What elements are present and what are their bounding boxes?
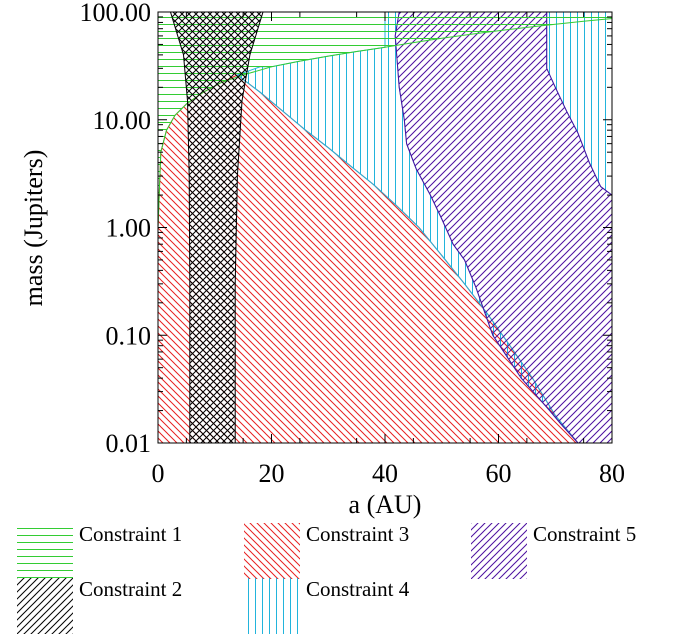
x-tick-label: 40 [372, 459, 398, 488]
y-tick-label: 1.00 [106, 214, 152, 243]
chart-regions [157, 11, 613, 444]
legend-item-constraint-4: Constraint 4 [244, 577, 410, 634]
y-tick-label: 0.01 [106, 429, 152, 458]
legend-swatch [17, 578, 73, 634]
x-tick-label: 80 [599, 459, 625, 488]
legend: Constraint 1 Constraint 3 Constraint 5 Cons… [17, 522, 636, 634]
legend-label: Constraint 1 [79, 522, 182, 546]
chart-axes: 0 20 40 60 80 0.01 0.10 1.00 10.00 100.00 [80, 0, 626, 488]
legend-swatch [244, 578, 300, 634]
y-tick-label: 0.10 [106, 321, 152, 350]
region-constraint-5 [394, 11, 613, 444]
legend-item-constraint-1: Constraint 1 [17, 522, 182, 579]
x-tick-label: 0 [152, 459, 165, 488]
y-tick-label: 10.00 [93, 106, 152, 135]
legend-item-constraint-2: Constraint 2 [17, 577, 182, 634]
region-constraint-1 [157, 11, 613, 228]
y-axis-label: mass (Jupiters) [19, 150, 48, 307]
legend-swatch [244, 523, 300, 579]
legend-swatch [17, 523, 73, 579]
legend-swatch [471, 523, 527, 579]
legend-label: Constraint 3 [306, 522, 409, 546]
legend-label: Constraint 2 [79, 577, 182, 601]
x-tick-label: 60 [486, 459, 512, 488]
y-tick-label: 100.00 [80, 0, 152, 27]
legend-item-constraint-5: Constraint 5 [471, 522, 636, 579]
x-tick-label: 20 [259, 459, 285, 488]
legend-label: Constraint 4 [306, 577, 410, 601]
x-axis-label: a (AU) [349, 490, 422, 519]
legend-item-constraint-3: Constraint 3 [244, 522, 409, 579]
legend-label: Constraint 5 [533, 522, 636, 546]
